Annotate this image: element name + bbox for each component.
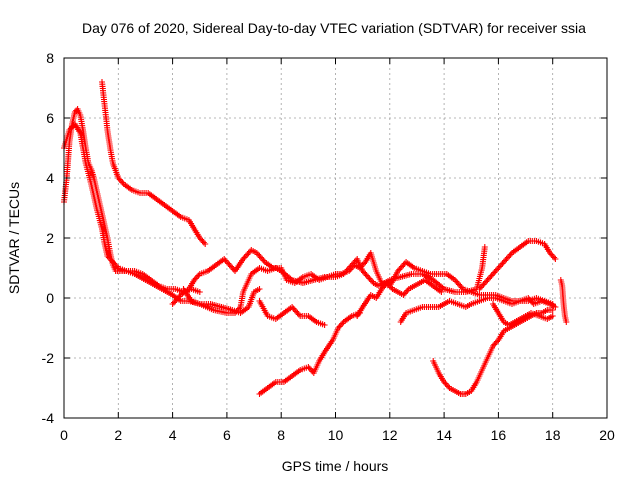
series-track-10	[476, 238, 559, 292]
series-track-1	[61, 106, 203, 295]
x-tick-label: 10	[328, 427, 344, 443]
x-tick-label: 6	[223, 427, 231, 443]
data-point-markers	[476, 238, 559, 292]
series-track-6	[256, 298, 328, 328]
x-tick-label: 16	[491, 427, 507, 443]
x-tick-label: 14	[436, 427, 452, 443]
y-tick-label: 6	[46, 110, 54, 126]
y-tick-label: 8	[46, 50, 54, 66]
series-track-8	[354, 277, 445, 319]
series-track-12	[490, 301, 556, 328]
chart-title: Day 076 of 2020, Sidereal Day-to-day VTE…	[82, 20, 586, 36]
data-point-markers	[256, 298, 328, 328]
y-tick-label: -4	[42, 410, 55, 426]
x-tick-label: 2	[114, 427, 122, 443]
series-track-11	[430, 307, 556, 397]
data-point-markers	[61, 106, 203, 295]
data-point-markers	[354, 277, 445, 319]
y-tick-label: 0	[46, 290, 54, 306]
data-point-markers	[256, 310, 363, 397]
data-point-markers	[61, 121, 488, 316]
data-point-markers	[557, 277, 570, 325]
data-point-markers	[490, 301, 556, 328]
series-track-5	[180, 286, 263, 316]
data-point-markers	[180, 286, 263, 316]
x-tick-label: 0	[60, 427, 68, 443]
x-tick-label: 4	[169, 427, 177, 443]
series-track-13	[557, 277, 570, 325]
data-point-markers	[430, 307, 556, 397]
series-track-9	[397, 295, 559, 325]
data-point-markers	[397, 295, 559, 325]
x-tick-label: 12	[382, 427, 398, 443]
y-tick-label: 2	[46, 230, 54, 246]
axes: 0 2 4 6 8 10 12 14 16 18 20 -4 -2 0 2 4 6 8	[42, 50, 615, 443]
y-tick-label: -2	[42, 350, 55, 366]
series-track-2	[61, 121, 488, 316]
y-axis-label: SDTVAR / TECUs	[6, 182, 22, 294]
x-axis-label: GPS time / hours	[282, 458, 389, 474]
y-tick-label: 4	[46, 170, 54, 186]
series-track-3	[99, 79, 209, 247]
data-point-markers	[99, 79, 209, 247]
x-tick-label: 20	[599, 427, 615, 443]
series-track-7	[256, 310, 363, 397]
x-tick-label: 8	[277, 427, 285, 443]
grid	[64, 58, 607, 418]
x-tick-label: 18	[545, 427, 561, 443]
